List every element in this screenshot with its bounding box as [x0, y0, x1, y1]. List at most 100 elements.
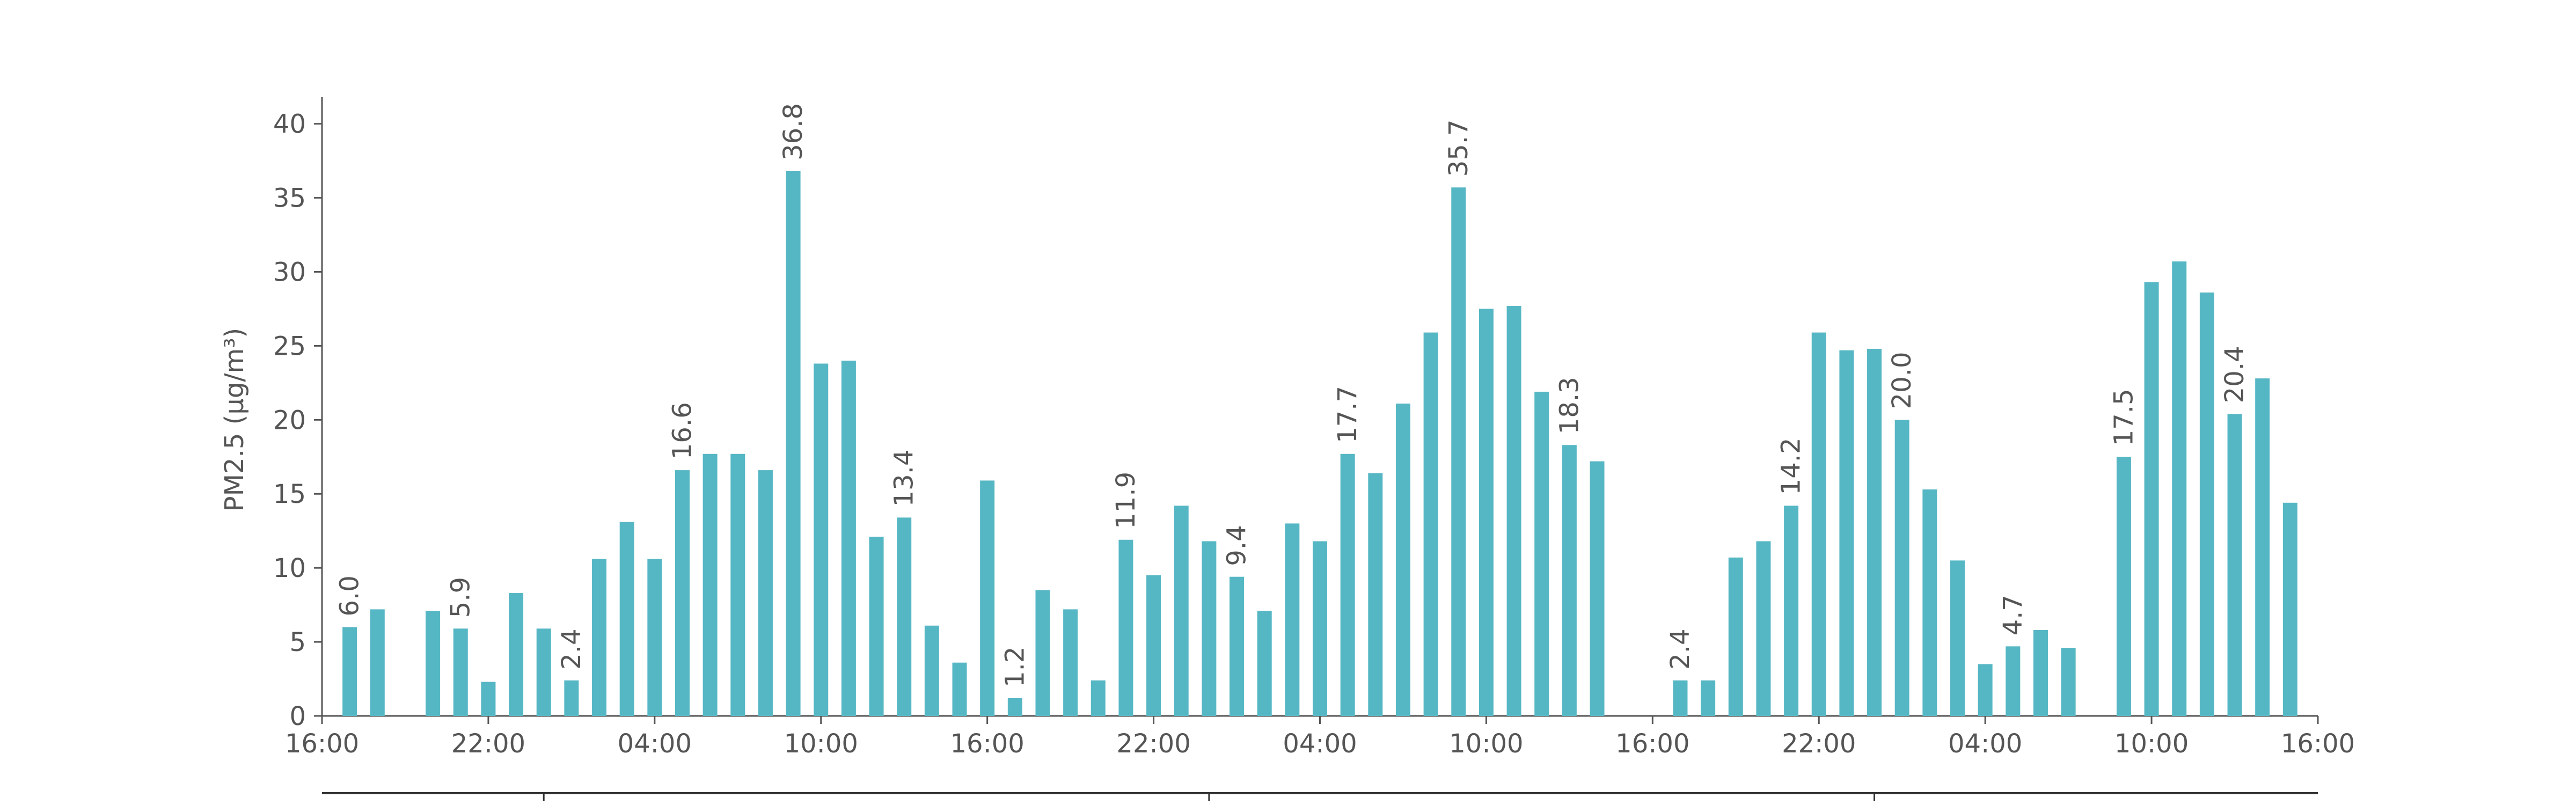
x-tick-label: 16:00 — [285, 729, 359, 759]
data-label: 9.4 — [1222, 525, 1252, 566]
data-label: 13.4 — [889, 450, 919, 507]
bar — [1811, 332, 1826, 716]
bar — [1534, 391, 1549, 716]
bar — [342, 627, 357, 716]
bar — [2061, 648, 2076, 716]
y-tick-label: 35 — [273, 184, 306, 214]
x-tick-label: 10:00 — [1449, 729, 1523, 759]
bar — [1174, 506, 1189, 716]
bar — [702, 453, 718, 716]
bar — [1146, 575, 1161, 716]
data-label: 18.3 — [1554, 377, 1584, 434]
bar — [1285, 523, 1300, 716]
y-tick-label: 10 — [273, 553, 306, 583]
bar — [426, 611, 441, 716]
bar — [481, 682, 496, 716]
data-label: 36.8 — [778, 103, 808, 160]
y-tick-label: 40 — [273, 109, 306, 140]
bar — [1590, 461, 1605, 716]
y-tick-label: 20 — [273, 405, 306, 435]
bar — [509, 593, 524, 716]
bar — [841, 360, 856, 716]
bar — [1479, 309, 1494, 716]
data-label: 17.7 — [1333, 386, 1363, 443]
bar — [2227, 414, 2242, 716]
data-label: 5.9 — [445, 577, 475, 618]
bar — [730, 453, 745, 716]
bar — [370, 609, 385, 716]
bar — [1839, 350, 1854, 716]
bar — [924, 625, 939, 716]
bar — [1894, 420, 1909, 716]
bar — [1035, 590, 1050, 716]
bar — [1867, 348, 1882, 716]
x-tick-label: 04:00 — [1948, 729, 2022, 759]
bar — [1728, 557, 1743, 716]
bar — [647, 559, 662, 716]
bar — [1701, 680, 1716, 716]
x-tick-label: 22:00 — [1116, 729, 1190, 759]
y-axis-label: PM2.5 (μg/m³) — [219, 328, 250, 512]
bar — [592, 559, 607, 716]
bar — [1756, 541, 1771, 716]
bar — [1922, 489, 1937, 716]
bar — [1007, 698, 1022, 716]
bar — [1784, 506, 1799, 716]
bar — [2033, 630, 2048, 716]
bar — [1673, 680, 1688, 716]
bar — [1340, 453, 1355, 716]
bar — [564, 680, 579, 716]
data-label: 20.0 — [1887, 352, 1917, 409]
bar — [2116, 457, 2131, 716]
bar — [1368, 473, 1383, 716]
bar — [869, 537, 884, 716]
data-label: 14.2 — [1776, 437, 1806, 495]
x-tick-label: 04:00 — [1283, 729, 1357, 759]
bar — [675, 470, 690, 716]
bar — [619, 522, 634, 716]
bar — [1063, 609, 1078, 716]
y-tick-label: 5 — [289, 627, 306, 657]
data-label: 16.6 — [667, 402, 697, 459]
bar — [952, 662, 967, 716]
bar — [1423, 332, 1438, 716]
bar — [758, 470, 773, 716]
data-label: 1.2 — [1000, 647, 1030, 687]
data-label: 20.4 — [2220, 346, 2250, 403]
bar — [786, 171, 801, 716]
bar — [1118, 539, 1133, 716]
bar — [453, 628, 468, 716]
bar — [2199, 292, 2214, 716]
x-tick-label: 22:00 — [451, 729, 525, 759]
bar — [2255, 378, 2270, 716]
y-tick-label: 15 — [273, 479, 306, 509]
x-tick-label: 10:00 — [2114, 729, 2189, 759]
bar — [814, 363, 829, 716]
x-tick-label: 16:00 — [1615, 729, 1689, 759]
bar — [1091, 680, 1106, 716]
data-label: 6.0 — [335, 575, 365, 616]
bar — [980, 480, 995, 716]
bar — [1230, 576, 1245, 716]
x-tick-label: 16:00 — [950, 729, 1024, 759]
x-tick-label: 10:00 — [784, 729, 858, 759]
data-label: 35.7 — [1444, 119, 1474, 177]
bar — [1313, 541, 1327, 716]
data-label: 2.4 — [557, 628, 587, 669]
bar — [1257, 611, 1272, 716]
bar — [2006, 646, 2021, 716]
bar — [2282, 502, 2297, 716]
data-label: 11.9 — [1111, 472, 1141, 529]
bar — [1978, 664, 1993, 716]
x-tick-label: 22:00 — [1782, 729, 1856, 759]
bar — [1562, 445, 1577, 716]
data-label: 17.5 — [2109, 389, 2139, 446]
bar — [1451, 187, 1466, 716]
data-label: 2.4 — [1665, 628, 1695, 669]
bar — [536, 628, 551, 716]
x-tick-label: 04:00 — [618, 729, 692, 759]
bar — [1202, 541, 1217, 716]
y-tick-label: 0 — [289, 701, 306, 731]
y-tick-label: 30 — [273, 257, 306, 287]
